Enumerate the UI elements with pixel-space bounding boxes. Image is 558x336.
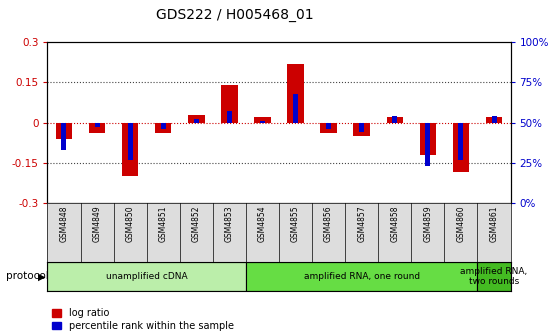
- Text: GSM4849: GSM4849: [93, 205, 102, 242]
- Bar: [122, 123, 138, 176]
- Text: GSM4855: GSM4855: [291, 205, 300, 242]
- Bar: [353, 123, 370, 136]
- Bar: [89, 123, 105, 133]
- Bar: [155, 123, 171, 133]
- Bar: [194, 119, 199, 123]
- Text: unamplified cDNA: unamplified cDNA: [106, 272, 187, 281]
- Bar: [326, 123, 331, 129]
- Bar: [227, 111, 232, 123]
- Bar: [387, 117, 403, 123]
- Bar: [293, 94, 298, 123]
- Legend: log ratio, percentile rank within the sample: log ratio, percentile rank within the sa…: [52, 308, 234, 331]
- Text: GSM4853: GSM4853: [225, 205, 234, 242]
- Text: GSM4848: GSM4848: [60, 205, 69, 242]
- Bar: [254, 117, 271, 123]
- Text: GSM4851: GSM4851: [158, 205, 168, 242]
- Bar: [61, 123, 66, 150]
- Bar: [260, 121, 265, 123]
- Bar: [287, 64, 304, 123]
- Bar: [56, 123, 72, 139]
- Bar: [478, 262, 511, 291]
- Text: GSM4854: GSM4854: [258, 205, 267, 242]
- Bar: [246, 262, 478, 291]
- Text: GSM4860: GSM4860: [456, 205, 465, 242]
- Bar: [359, 123, 364, 132]
- Text: GSM4859: GSM4859: [424, 205, 432, 242]
- Text: GSM4850: GSM4850: [126, 205, 134, 242]
- Bar: [420, 123, 436, 155]
- Text: GSM4858: GSM4858: [390, 205, 400, 242]
- Text: protocol: protocol: [6, 271, 49, 281]
- Bar: [492, 116, 497, 123]
- Text: GDS222 / H005468_01: GDS222 / H005468_01: [156, 8, 313, 23]
- Text: GSM4852: GSM4852: [192, 205, 201, 242]
- Bar: [188, 115, 205, 123]
- Bar: [392, 116, 397, 123]
- Text: amplified RNA, one round: amplified RNA, one round: [304, 272, 420, 281]
- Bar: [161, 123, 166, 129]
- Bar: [128, 123, 133, 160]
- Text: ▶: ▶: [38, 271, 46, 281]
- Bar: [459, 123, 464, 160]
- Bar: [221, 85, 238, 123]
- Bar: [486, 117, 502, 123]
- Bar: [47, 262, 246, 291]
- Text: amplified RNA,
two rounds: amplified RNA, two rounds: [460, 267, 528, 286]
- Bar: [320, 123, 337, 133]
- Bar: [453, 123, 469, 172]
- Text: GSM4861: GSM4861: [489, 205, 498, 242]
- Bar: [94, 123, 99, 127]
- Text: GSM4857: GSM4857: [357, 205, 366, 242]
- Bar: [425, 123, 430, 166]
- Text: GSM4856: GSM4856: [324, 205, 333, 242]
